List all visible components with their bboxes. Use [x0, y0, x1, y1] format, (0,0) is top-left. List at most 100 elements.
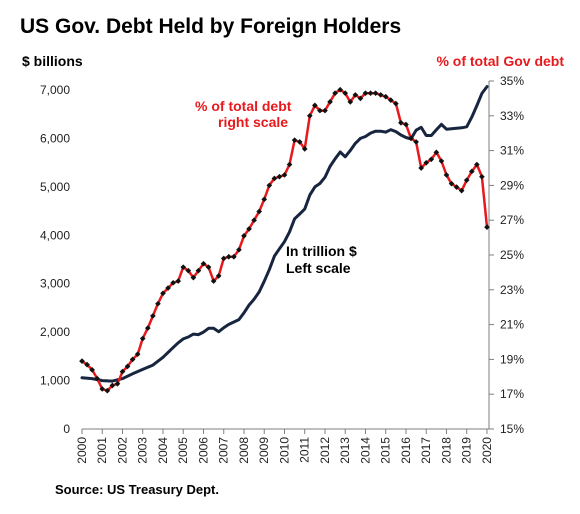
y-right-tick-label: 35% — [500, 74, 524, 88]
percent-data-point — [124, 363, 131, 370]
percent-data-point — [129, 356, 136, 363]
x-tick-label: 2003 — [136, 437, 150, 464]
y-right-tick-label: 33% — [500, 109, 524, 123]
percent-data-point — [104, 387, 111, 394]
x-tick-label: 2012 — [318, 437, 332, 464]
percent-data-point — [342, 90, 349, 97]
x-ticks: 2000 2001 2002 2003 2004 2005 2006 2007 2008 2009… — [75, 429, 494, 464]
x-tick-label: 2014 — [358, 437, 372, 464]
percent-data-point — [377, 92, 384, 98]
y-left-ticks: 0 1,000 2,000 3,000 4,000 5,000 6,000 7,000 — [40, 83, 70, 436]
percent-data-point — [413, 139, 419, 145]
y-right-tick-label: 15% — [500, 422, 524, 436]
x-tick-label: 2018 — [439, 437, 453, 464]
percent-data-point — [266, 182, 273, 189]
percent-data-point — [408, 135, 414, 142]
percent-data-point — [220, 255, 227, 262]
y-left-tick-label: 7,000 — [40, 83, 70, 97]
x-tick-label: 2015 — [379, 437, 393, 464]
percent-data-point — [474, 161, 480, 168]
percent-data-point — [312, 102, 318, 109]
x-tick-label: 2001 — [95, 437, 109, 464]
series-dollars-line — [80, 85, 489, 383]
percent-data-point — [463, 177, 470, 184]
percent-data-point — [484, 224, 490, 230]
percent-data-point — [190, 274, 197, 281]
percent-data-point — [109, 382, 116, 389]
percent-data-point — [276, 173, 283, 180]
percent-data-point — [210, 278, 217, 284]
annotation-dollar-line-2: Left scale — [286, 260, 351, 276]
percent-data-point — [261, 196, 268, 203]
y-right-tick-label: 27% — [500, 213, 524, 227]
annotation-percent-line-1: % of total debt — [195, 98, 292, 114]
percent-data-point — [160, 290, 166, 297]
percent-data-point — [322, 107, 328, 114]
y-right-axis-label: % of total Gov debt — [436, 53, 564, 69]
percent-data-point — [170, 280, 176, 286]
percent-data-point — [296, 139, 303, 145]
percent-data-point — [438, 158, 445, 164]
x-tick-label: 2019 — [460, 437, 474, 464]
x-tick-label: 2004 — [156, 437, 170, 464]
y-right-tick-label: 17% — [500, 387, 524, 401]
series-percent-markers — [79, 86, 490, 394]
y-right-tick-label: 19% — [500, 352, 524, 366]
percent-data-point — [448, 180, 455, 187]
percent-data-point — [428, 156, 435, 163]
percent-data-point — [306, 112, 313, 119]
percent-data-point — [185, 267, 192, 274]
percent-data-point — [251, 217, 257, 224]
x-tick-label: 2007 — [217, 437, 231, 464]
percent-data-point — [195, 267, 202, 274]
y-right-tick-label: 29% — [500, 178, 524, 192]
percent-data-point — [119, 368, 126, 375]
percent-data-point — [423, 159, 430, 166]
x-tick-label: 2006 — [196, 437, 210, 464]
y-right-tick-label: 21% — [500, 318, 524, 332]
x-tick-label: 2008 — [237, 437, 251, 464]
percent-data-point — [347, 99, 354, 105]
x-tick-label: 2013 — [338, 437, 352, 464]
percent-data-point — [150, 313, 156, 319]
percent-data-point — [180, 264, 187, 271]
percent-data-point — [205, 264, 212, 271]
x-tick-label: 2010 — [277, 437, 291, 464]
percent-data-point — [468, 168, 475, 175]
percent-data-point — [443, 172, 450, 178]
y-left-tick-label: 1,000 — [40, 374, 70, 388]
percent-data-point — [134, 351, 141, 358]
percent-data-point — [317, 107, 323, 114]
x-tick-label: 2002 — [115, 437, 129, 464]
source-note: Source: US Treasury Dept. — [55, 482, 219, 497]
percent-data-point — [175, 278, 182, 284]
percent-data-point — [84, 361, 90, 368]
percent-data-point — [352, 92, 359, 98]
y-left-tick-label: 6,000 — [40, 131, 70, 145]
x-tick-label: 2020 — [480, 437, 494, 464]
y-right-ticks: 15% 17% 19% 21% 23% 25% 27% 29% 31% 33% 35% — [489, 74, 524, 436]
percent-data-point — [286, 161, 293, 168]
percent-data-point — [144, 325, 151, 331]
x-tick-label: 2017 — [419, 437, 433, 464]
percent-data-point — [236, 246, 242, 253]
percent-data-point — [200, 260, 207, 267]
y-left-tick-label: 0 — [63, 422, 70, 436]
x-tick-label: 2016 — [399, 437, 413, 464]
percent-data-point — [332, 90, 338, 97]
annotation-percent-line-2: right scale — [218, 114, 288, 130]
percent-data-point — [139, 335, 146, 342]
x-tick-label: 2000 — [75, 437, 89, 464]
percent-data-point — [225, 253, 232, 260]
percent-data-point — [433, 149, 440, 156]
percent-data-point — [231, 253, 237, 260]
percent-data-point — [89, 367, 95, 373]
percent-data-point — [79, 358, 85, 364]
annotation-dollar-line-1: In trillion $ — [286, 243, 357, 259]
percent-data-point — [291, 137, 298, 143]
percent-data-point — [241, 233, 247, 239]
percent-data-point — [418, 165, 424, 171]
percent-data-point — [458, 187, 465, 194]
percent-data-point — [165, 285, 171, 291]
